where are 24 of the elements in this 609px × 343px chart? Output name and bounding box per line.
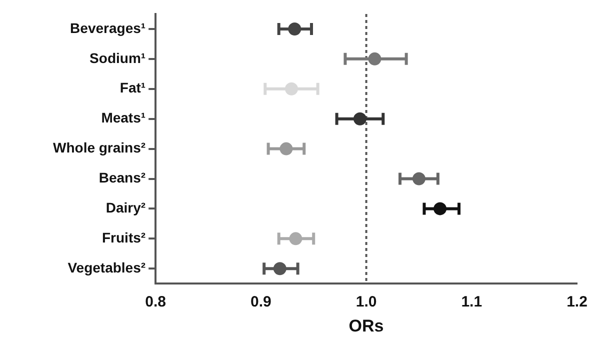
- y-tick-label: Sodium¹: [90, 50, 146, 66]
- y-tick-label: Vegetables²: [68, 259, 146, 276]
- y-tick-label: Fruits²: [102, 230, 146, 246]
- point: [284, 82, 298, 96]
- x-tick-label: 1.2: [566, 294, 588, 311]
- point: [434, 202, 447, 216]
- y-tick-label: Whole grains²: [52, 140, 146, 156]
- point: [273, 262, 286, 276]
- x-tick-label: 1.0: [356, 294, 377, 311]
- y-tick-label: Beverages¹: [70, 20, 146, 36]
- point: [353, 112, 366, 126]
- x-tick-label: 0.9: [250, 294, 272, 311]
- point: [280, 142, 293, 156]
- y-tick-label: Beans²: [98, 170, 146, 186]
- y-tick-label: Dairy²: [106, 200, 146, 216]
- point: [288, 22, 302, 36]
- x-tick-label: 1.1: [461, 294, 482, 311]
- point: [289, 232, 302, 246]
- y-tick-label: Fat¹: [120, 80, 146, 96]
- x-axis-title: ORs: [348, 316, 384, 336]
- y-tick-label: Meats¹: [101, 110, 146, 126]
- point: [412, 172, 426, 186]
- x-tick-label: 0.8: [145, 294, 166, 311]
- point: [368, 52, 382, 66]
